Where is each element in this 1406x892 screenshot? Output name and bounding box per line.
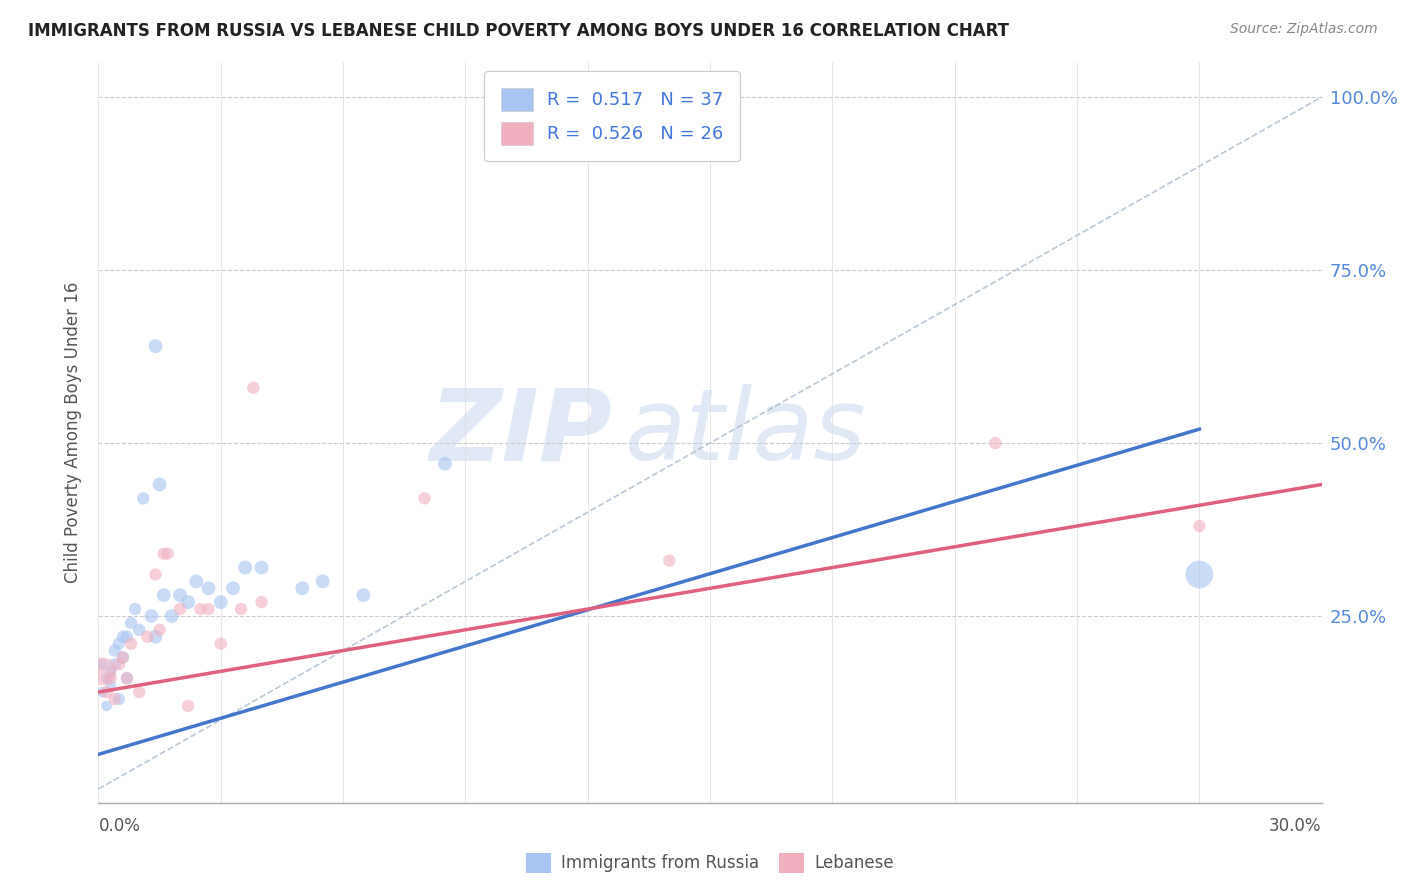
Point — [169, 602, 191, 616]
Point — [156, 547, 179, 561]
Point — [160, 609, 183, 624]
Point — [149, 477, 172, 491]
Point — [145, 567, 167, 582]
Text: ZIP: ZIP — [429, 384, 612, 481]
Point — [186, 574, 208, 589]
Point — [233, 560, 256, 574]
Point — [108, 657, 131, 672]
Point — [111, 650, 134, 665]
Point — [1188, 519, 1211, 533]
Point — [100, 678, 122, 692]
Point — [209, 595, 232, 609]
Point — [128, 623, 150, 637]
Point — [145, 630, 167, 644]
Point — [984, 436, 1007, 450]
Point — [108, 692, 131, 706]
Point — [658, 554, 681, 568]
Point — [352, 588, 374, 602]
Point — [152, 547, 174, 561]
Point — [104, 657, 127, 672]
Point — [104, 643, 127, 657]
Text: Source: ZipAtlas.com: Source: ZipAtlas.com — [1230, 22, 1378, 37]
Text: 30.0%: 30.0% — [1270, 817, 1322, 835]
Point — [197, 582, 219, 596]
Point — [177, 698, 200, 713]
Text: IMMIGRANTS FROM RUSSIA VS LEBANESE CHILD POVERTY AMONG BOYS UNDER 16 CORRELATION: IMMIGRANTS FROM RUSSIA VS LEBANESE CHILD… — [28, 22, 1010, 40]
Point — [111, 650, 134, 665]
Point — [120, 615, 142, 630]
Point — [115, 630, 138, 644]
Point — [96, 671, 118, 685]
Point — [434, 457, 457, 471]
Point — [152, 588, 174, 602]
Point — [145, 339, 167, 353]
Point — [177, 595, 200, 609]
Point — [104, 692, 127, 706]
Point — [169, 588, 191, 602]
Point — [250, 560, 273, 574]
Y-axis label: Child Poverty Among Boys Under 16: Child Poverty Among Boys Under 16 — [63, 282, 82, 583]
Point — [91, 657, 114, 672]
Point — [128, 685, 150, 699]
Text: atlas: atlas — [624, 384, 866, 481]
Point — [312, 574, 335, 589]
Point — [91, 665, 114, 679]
Point — [1188, 567, 1211, 582]
Point — [222, 582, 245, 596]
Point — [120, 637, 142, 651]
Point — [209, 637, 232, 651]
Point — [197, 602, 219, 616]
Point — [96, 685, 118, 699]
Point — [108, 637, 131, 651]
Point — [250, 595, 273, 609]
Point — [291, 582, 314, 596]
Point — [100, 671, 122, 685]
Point — [96, 698, 118, 713]
Point — [115, 671, 138, 685]
Point — [149, 623, 172, 637]
Point — [124, 602, 146, 616]
Text: 0.0%: 0.0% — [98, 817, 141, 835]
Point — [111, 630, 134, 644]
Point — [100, 665, 122, 679]
Point — [132, 491, 155, 506]
Legend: Immigrants from Russia, Lebanese: Immigrants from Russia, Lebanese — [519, 846, 901, 880]
Point — [413, 491, 436, 506]
Point — [242, 381, 264, 395]
Point — [91, 685, 114, 699]
Point — [115, 671, 138, 685]
Point — [141, 609, 163, 624]
Point — [231, 602, 253, 616]
Point — [188, 602, 212, 616]
Point — [136, 630, 159, 644]
